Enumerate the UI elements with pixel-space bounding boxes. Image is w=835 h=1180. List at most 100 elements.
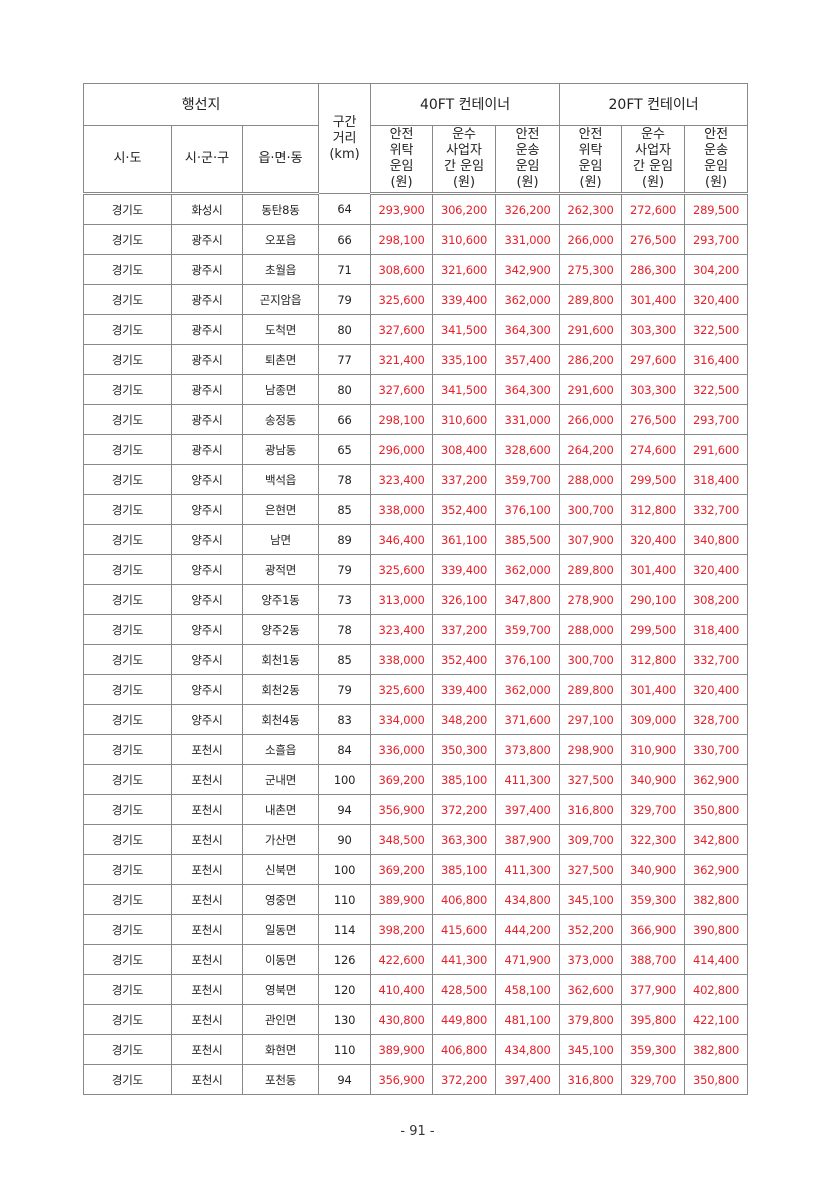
table-row: 경기도 광주시 초월읍 71 308,600 321,600 342,900 275,300 2… xyxy=(83,254,749,285)
cell-sigungu: 포천시 xyxy=(171,734,243,765)
table-row: 경기도 포천시 포천동 94 356,900 372,200 397,400 316,800 3… xyxy=(83,1064,749,1095)
cell-sigungu: 포천시 xyxy=(171,1004,243,1035)
cell-40ft-consign-rate: 325,600 xyxy=(370,554,434,585)
header-sigungu: 시·군·구 xyxy=(171,125,243,195)
cell-40ft-transport-rate: 458,100 xyxy=(495,974,561,1005)
cell-20ft-consign-rate: 266,000 xyxy=(559,404,623,435)
cell-20ft-transport-rate: 350,800 xyxy=(684,1064,749,1095)
cell-20ft-carrier-rate: 329,700 xyxy=(621,794,686,825)
cell-sido: 경기도 xyxy=(83,704,172,735)
cell-20ft-carrier-rate: 299,500 xyxy=(621,464,686,495)
cell-sigungu: 광주시 xyxy=(171,284,243,315)
cell-40ft-transport-rate: 376,100 xyxy=(495,644,561,675)
table-row: 경기도 광주시 송정동 66 298,100 310,600 331,000 266,000 2… xyxy=(83,404,749,435)
cell-40ft-transport-rate: 347,800 xyxy=(495,584,561,615)
cell-40ft-carrier-rate: 335,100 xyxy=(432,344,497,375)
cell-20ft-carrier-rate: 320,400 xyxy=(621,524,686,555)
header-40ft-carrier-rate: 운수 사업자 간 운임 (원) xyxy=(432,125,497,195)
cell-20ft-carrier-rate: 310,900 xyxy=(621,734,686,765)
cell-eupmyeondong: 회천1동 xyxy=(241,644,320,675)
cell-sido: 경기도 xyxy=(83,1004,172,1035)
cell-sido: 경기도 xyxy=(83,944,172,975)
cell-eupmyeondong: 광적면 xyxy=(241,554,320,585)
cell-20ft-consign-rate: 307,900 xyxy=(559,524,623,555)
cell-40ft-transport-rate: 481,100 xyxy=(495,1004,561,1035)
cell-20ft-carrier-rate: 301,400 xyxy=(621,674,686,705)
cell-20ft-transport-rate: 330,700 xyxy=(684,734,749,765)
cell-20ft-transport-rate: 332,700 xyxy=(684,494,749,525)
table-row: 경기도 포천시 군내면 100 369,200 385,100 411,300 327,500… xyxy=(83,764,749,795)
cell-40ft-consign-rate: 334,000 xyxy=(370,704,434,735)
cell-eupmyeondong: 양주2동 xyxy=(241,614,320,645)
cell-sigungu: 양주시 xyxy=(171,584,243,615)
table-row: 경기도 포천시 소흘읍 84 336,000 350,300 373,800 298,900 3… xyxy=(83,734,749,765)
cell-40ft-carrier-rate: 339,400 xyxy=(432,554,497,585)
cell-20ft-carrier-rate: 366,900 xyxy=(621,914,686,945)
cell-sigungu: 광주시 xyxy=(171,404,243,435)
cell-sido: 경기도 xyxy=(83,1034,172,1065)
cell-sigungu: 양주시 xyxy=(171,494,243,525)
cell-20ft-transport-rate: 293,700 xyxy=(684,404,749,435)
cell-20ft-consign-rate: 298,900 xyxy=(559,734,623,765)
cell-40ft-carrier-rate: 306,200 xyxy=(432,193,497,225)
cell-sido: 경기도 xyxy=(83,464,172,495)
cell-20ft-carrier-rate: 303,300 xyxy=(621,314,686,345)
cell-sido: 경기도 xyxy=(83,974,172,1005)
header-distance: 구간 거리 (km) xyxy=(318,83,372,194)
table-row: 경기도 양주시 회천4동 83 334,000 348,200 371,600 297,100… xyxy=(83,704,749,735)
cell-eupmyeondong: 양주1동 xyxy=(241,584,320,615)
cell-distance: 79 xyxy=(318,674,372,705)
table-row: 경기도 광주시 곤지암읍 79 325,600 339,400 362,000 289,800… xyxy=(83,284,749,315)
cell-40ft-carrier-rate: 339,400 xyxy=(432,284,497,315)
cell-distance: 114 xyxy=(318,914,372,945)
cell-40ft-consign-rate: 293,900 xyxy=(370,193,434,225)
cell-40ft-carrier-rate: 363,300 xyxy=(432,824,497,855)
cell-distance: 110 xyxy=(318,884,372,915)
header-region: 행선지 xyxy=(82,83,320,126)
cell-distance: 79 xyxy=(318,284,372,315)
cell-20ft-carrier-rate: 274,600 xyxy=(621,434,686,465)
cell-40ft-carrier-rate: 339,400 xyxy=(432,674,497,705)
cell-sigungu: 광주시 xyxy=(171,374,243,405)
table-row: 경기도 포천시 일동면 114 398,200 415,600 444,200 352,200… xyxy=(83,914,749,945)
cell-20ft-transport-rate: 328,700 xyxy=(684,704,749,735)
cell-sido: 경기도 xyxy=(83,824,172,855)
cell-40ft-transport-rate: 376,100 xyxy=(495,494,561,525)
cell-20ft-consign-rate: 275,300 xyxy=(559,254,623,285)
cell-40ft-transport-rate: 326,200 xyxy=(495,193,561,225)
cell-20ft-transport-rate: 362,900 xyxy=(684,854,749,885)
cell-20ft-carrier-rate: 272,600 xyxy=(621,193,686,225)
cell-20ft-transport-rate: 318,400 xyxy=(684,464,749,495)
cell-20ft-carrier-rate: 276,500 xyxy=(621,224,686,255)
cell-sido: 경기도 xyxy=(83,614,172,645)
cell-sigungu: 양주시 xyxy=(171,524,243,555)
cell-40ft-consign-rate: 346,400 xyxy=(370,524,434,555)
cell-20ft-consign-rate: 362,600 xyxy=(559,974,623,1005)
cell-eupmyeondong: 남면 xyxy=(241,524,320,555)
cell-20ft-carrier-rate: 276,500 xyxy=(621,404,686,435)
cell-eupmyeondong: 이동면 xyxy=(241,944,320,975)
cell-sigungu: 포천시 xyxy=(171,824,243,855)
cell-40ft-consign-rate: 336,000 xyxy=(370,734,434,765)
cell-40ft-transport-rate: 471,900 xyxy=(495,944,561,975)
table-row: 경기도 양주시 백석읍 78 323,400 337,200 359,700 288,000 2… xyxy=(83,464,749,495)
cell-20ft-transport-rate: 402,800 xyxy=(684,974,749,1005)
cell-sigungu: 포천시 xyxy=(171,944,243,975)
cell-20ft-consign-rate: 379,800 xyxy=(559,1004,623,1035)
cell-sido: 경기도 xyxy=(83,344,172,375)
table-row: 경기도 광주시 남종면 80 327,600 341,500 364,300 291,600 3… xyxy=(83,374,749,405)
cell-20ft-transport-rate: 390,800 xyxy=(684,914,749,945)
cell-sido: 경기도 xyxy=(83,404,172,435)
cell-40ft-consign-rate: 325,600 xyxy=(370,674,434,705)
cell-40ft-consign-rate: 325,600 xyxy=(370,284,434,315)
cell-sigungu: 포천시 xyxy=(171,1064,243,1095)
cell-sido: 경기도 xyxy=(83,434,172,465)
cell-sigungu: 광주시 xyxy=(171,434,243,465)
cell-40ft-carrier-rate: 337,200 xyxy=(432,614,497,645)
cell-sigungu: 양주시 xyxy=(171,644,243,675)
cell-sido: 경기도 xyxy=(83,524,172,555)
cell-40ft-transport-rate: 328,600 xyxy=(495,434,561,465)
cell-40ft-carrier-rate: 321,600 xyxy=(432,254,497,285)
cell-sigungu: 양주시 xyxy=(171,464,243,495)
cell-sigungu: 포천시 xyxy=(171,764,243,795)
